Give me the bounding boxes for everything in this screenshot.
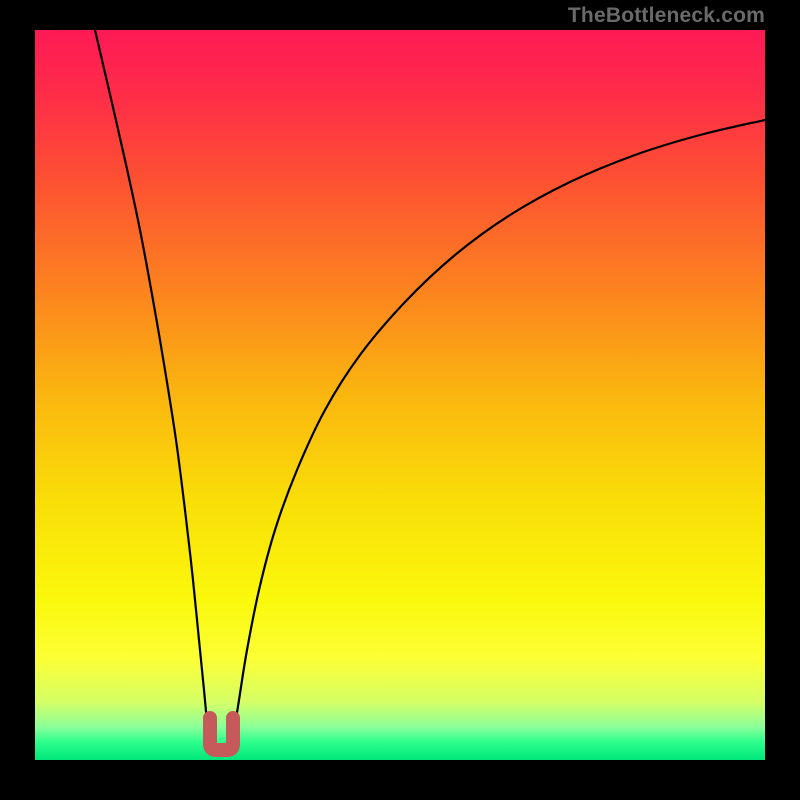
curve-right-branch bbox=[233, 120, 765, 740]
curve-left-branch bbox=[95, 30, 209, 740]
curve-layer bbox=[35, 30, 765, 760]
watermark-text: TheBottleneck.com bbox=[568, 4, 765, 28]
chart-frame: TheBottleneck.com bbox=[0, 0, 800, 800]
plot-area bbox=[35, 30, 765, 760]
bottom-u-mark bbox=[210, 718, 233, 750]
